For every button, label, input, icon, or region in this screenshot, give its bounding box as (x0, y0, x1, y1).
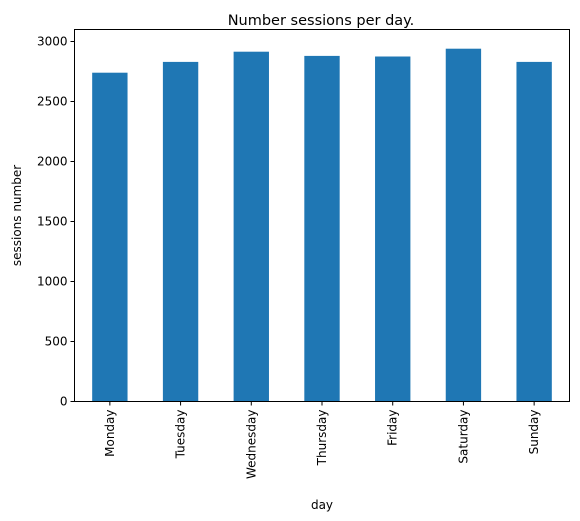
y-axis-label: sessions number (10, 165, 24, 266)
y-tick-label-2000: 2000 (37, 155, 68, 169)
y-axis-ticks: 0 500 1000 1500 2000 2500 3000 (37, 35, 75, 409)
bar-wednesday (233, 51, 269, 402)
x-tick-label-saturday: Saturday (456, 410, 470, 464)
y-tick-label-1000: 1000 (37, 275, 68, 289)
y-tick-label-0: 0 (60, 395, 68, 409)
x-tick-label-thursday: Thursday (315, 410, 329, 467)
plot-frame (74, 29, 570, 402)
bar-friday (375, 56, 411, 402)
bar-tuesday (162, 61, 199, 402)
y-tick-label-2500: 2500 (37, 95, 68, 109)
y-tick-label-1500: 1500 (37, 215, 68, 229)
x-tick-label-friday: Friday (386, 410, 400, 446)
y-tick-label-3000: 3000 (37, 35, 68, 49)
bar-monday (92, 72, 128, 402)
y-tick-label-500: 500 (45, 335, 68, 349)
bars-group (92, 48, 552, 402)
bar-thursday (304, 55, 340, 402)
bar-saturday (445, 48, 482, 402)
x-tick-label-tuesday: Tuesday (174, 410, 188, 460)
x-tick-label-sunday: Sunday (527, 410, 541, 455)
bar-sunday (516, 61, 552, 402)
x-tick-label-wednesday: Wednesday (244, 410, 258, 479)
x-axis-label: day (311, 498, 333, 512)
chart-title: Number sessions per day. (228, 13, 415, 29)
x-tick-label-monday: Monday (103, 410, 117, 457)
x-axis-ticks: Monday Tuesday Wednesday Thursday Friday Satu… (103, 401, 541, 479)
